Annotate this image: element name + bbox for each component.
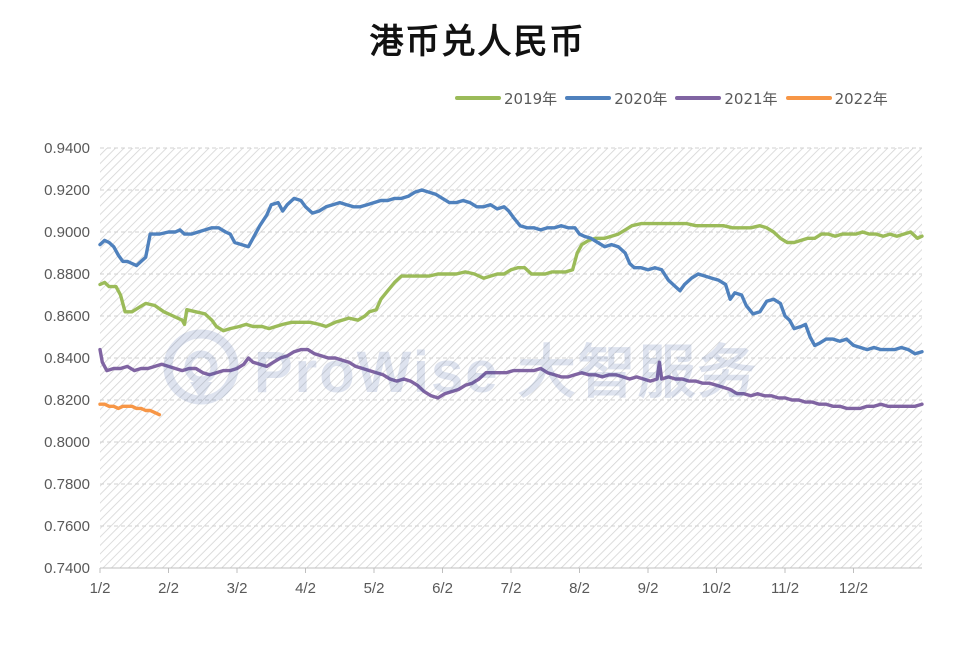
x-tick-label: 3/2: [227, 580, 248, 597]
y-tick-label: 0.8200: [44, 392, 90, 409]
chart-legend: 2019年 2020年 2021年 2022年: [455, 84, 896, 112]
x-tick-label: 7/2: [501, 580, 522, 597]
x-tick-label: 12/2: [839, 580, 868, 597]
series-line-2: [98, 188, 924, 356]
y-tick-label: 0.8800: [44, 266, 90, 283]
x-tick-label: 10/2: [702, 580, 731, 597]
y-tick-label: 0.8600: [44, 308, 90, 325]
y-tick-label: 0.7600: [44, 518, 90, 535]
y-tick-label: 0.7400: [44, 560, 90, 577]
y-tick-label: 0.7800: [44, 476, 90, 493]
legend-label-2019: 2019年: [504, 89, 558, 108]
watermark-logo-icon: [163, 329, 239, 405]
watermark-text: ProWise 大智服务: [254, 340, 758, 405]
legend-swatch-2022: [785, 96, 832, 100]
legend-label-2020: 2020年: [614, 89, 668, 108]
y-tick-label: 0.8000: [44, 434, 90, 451]
series-line-1: [98, 221, 924, 333]
legend-swatch-2021: [675, 96, 722, 100]
x-tick-label: 5/2: [364, 580, 385, 597]
legend-item-2021: 2021年: [675, 88, 778, 109]
legend-item-2019: 2019年: [455, 88, 557, 109]
y-tick-label: 0.9000: [44, 224, 90, 241]
x-tick-label: 4/2: [295, 580, 316, 597]
x-tick-label: 2/2: [158, 580, 179, 597]
y-tick-label: 0.8400: [44, 350, 90, 367]
legend-swatch-2019: [455, 96, 501, 100]
series-line-4: [98, 402, 162, 417]
x-tick-label: 9/2: [638, 580, 659, 597]
x-tick-label: 6/2: [432, 580, 453, 597]
chart-title: 港币兑人民币: [369, 22, 586, 62]
y-tick-label: 0.9200: [44, 182, 90, 199]
legend-item-2022: 2022年: [785, 88, 888, 109]
y-tick-label: 0.9400: [44, 140, 90, 157]
axes: 0.9400 0.9200 0.9000 0.8800 0.8600 0.8400 0.82…: [44, 140, 922, 597]
x-tick-label: 11/2: [771, 580, 799, 597]
legend-label-2022: 2022年: [834, 89, 888, 108]
legend-label-2021: 2021年: [724, 89, 778, 108]
x-tick-label: 1/2: [90, 580, 111, 597]
legend-swatch-2020: [565, 96, 612, 100]
x-tick-label: 8/2: [569, 580, 590, 597]
watermark: ProWise 大智服务: [160, 325, 758, 409]
series-line-3: [98, 347, 924, 411]
legend-item-2020: 2020年: [565, 88, 667, 109]
series-lines: [98, 188, 924, 417]
